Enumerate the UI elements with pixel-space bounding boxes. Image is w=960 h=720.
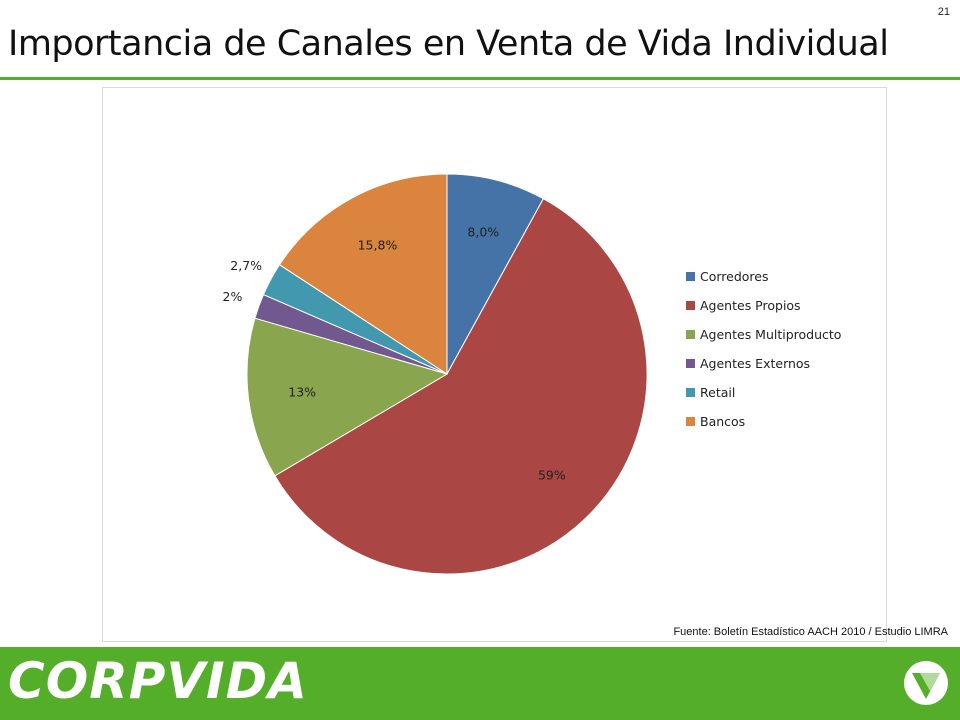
data-label-agentes-multiproducto: 13% — [288, 384, 316, 399]
pie-slice-agentes-propios — [274, 198, 648, 575]
legend-swatch-agentes-multiproducto — [686, 330, 695, 339]
legend-label-agentes-propios: Agentes Propios — [700, 298, 801, 313]
legend-swatch-corredores — [686, 272, 695, 281]
pie-slice-corredores — [446, 173, 545, 375]
page-number: 21 — [937, 6, 950, 18]
legend-label-corredores: Corredores — [700, 269, 769, 284]
data-label-retail: 2,7% — [230, 258, 262, 273]
pie-slice-bancos — [278, 173, 448, 375]
legend-label-agentes-externos: Agentes Externos — [700, 356, 810, 371]
footer-bar: CORPVIDA — [0, 647, 960, 720]
corpvida-logo: CORPVIDA — [8, 652, 308, 710]
data-label-agentes-propios: 59% — [538, 468, 566, 483]
legend-swatch-retail — [686, 388, 695, 397]
pie-slice-agentes-multiproducto — [246, 317, 449, 477]
legend-label-retail: Retail — [700, 385, 735, 400]
data-label-corredores: 8,0% — [467, 225, 499, 240]
data-label-bancos: 15,8% — [358, 238, 398, 253]
legend-label-bancos: Bancos — [700, 414, 745, 429]
title-underline — [0, 77, 960, 80]
data-label-agentes-externos: 2% — [223, 289, 243, 304]
pie-chart: 8,0% 59% 13% 2% 2,7% 15,8% Corredores Agentes P… — [223, 173, 841, 575]
legend-swatch-bancos — [686, 417, 695, 426]
chart-area: 8,0% 59% 13% 2% 2,7% 15,8% Corredores Agentes P… — [102, 87, 887, 642]
legend-swatch-agentes-propios — [686, 301, 695, 310]
corpvida-emblem-icon — [904, 661, 948, 705]
legend-swatch-agentes-externos — [686, 359, 695, 368]
slide-title: Importancia de Canales en Venta de Vida … — [8, 24, 889, 64]
source-note: Fuente: Boletín Estadístico AACH 2010 / … — [673, 626, 948, 638]
legend-label-agentes-multiproducto: Agentes Multiproducto — [700, 327, 841, 342]
